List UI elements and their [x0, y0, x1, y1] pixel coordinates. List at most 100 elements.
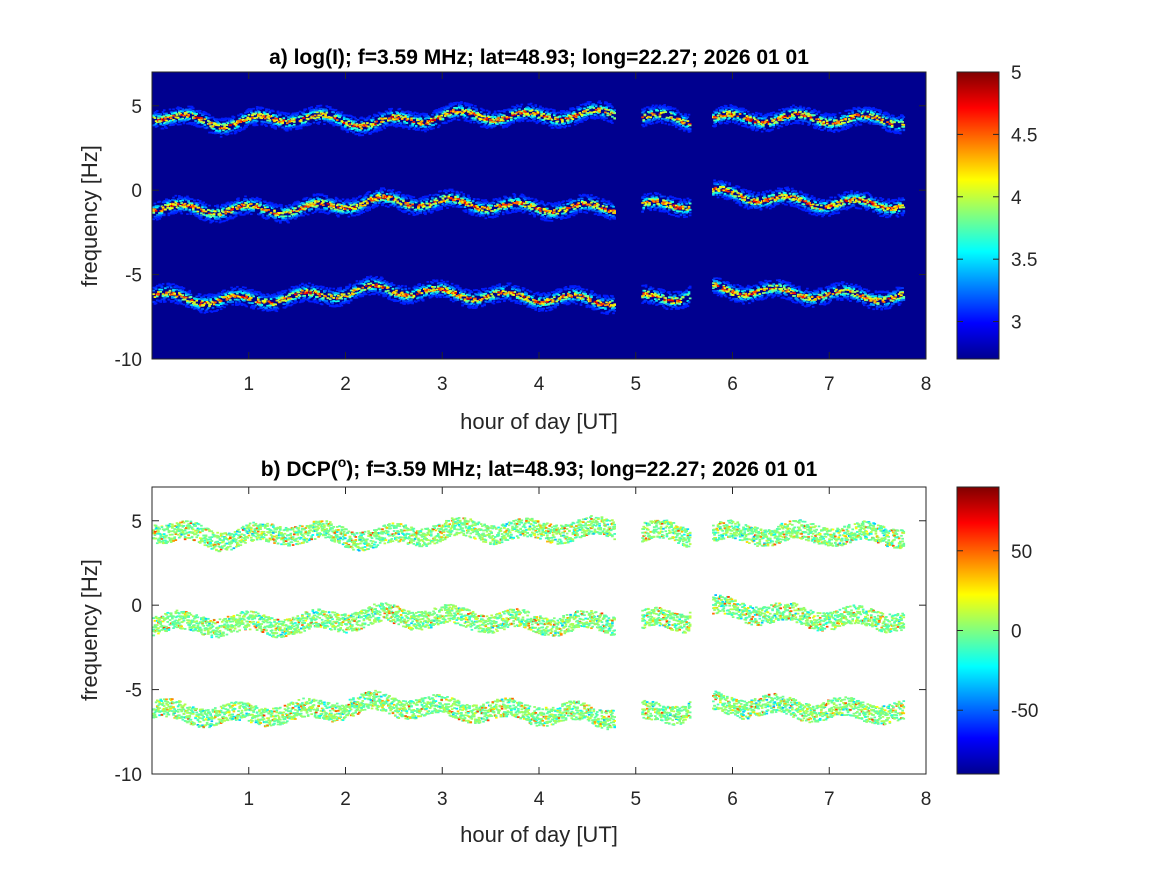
- band-cell: [479, 122, 482, 124]
- band-cell: [803, 107, 806, 109]
- band-cell: [613, 109, 616, 111]
- band-cell: [481, 115, 484, 117]
- band-cell: [524, 208, 527, 210]
- band-cell: [460, 206, 463, 208]
- band-cell: [668, 123, 671, 125]
- band-cell: [177, 124, 180, 126]
- band-cell: [530, 103, 533, 105]
- band-cell: [410, 115, 413, 117]
- band-cell: [529, 198, 532, 200]
- band-cell: [256, 120, 259, 122]
- band-cell: [426, 203, 429, 205]
- band-cell: [883, 123, 886, 125]
- band-cell: [487, 212, 490, 214]
- band-cell: [482, 110, 485, 112]
- band-cell: [754, 122, 757, 124]
- band-cell: [179, 200, 182, 202]
- band-cell: [285, 125, 288, 127]
- band-cell: [247, 118, 250, 120]
- band-cell: [360, 131, 363, 133]
- band-cell: [461, 107, 464, 109]
- band-cell: [407, 116, 410, 118]
- band-cell: [316, 110, 319, 112]
- band-cell: [306, 124, 309, 126]
- band-cell: [750, 119, 753, 121]
- band-cell: [436, 207, 439, 209]
- band-cell: [368, 207, 371, 209]
- band-cell: [154, 203, 157, 205]
- band-cell: [172, 197, 175, 199]
- band-cell: [581, 207, 584, 209]
- band-cell: [382, 126, 385, 128]
- band-cell: [292, 116, 295, 118]
- band-cell: [723, 107, 726, 109]
- band-cell: [486, 119, 489, 121]
- band-cell: [408, 128, 411, 130]
- band-cell: [474, 105, 477, 107]
- band-cell: [349, 208, 352, 210]
- band-cell: [314, 111, 317, 113]
- band-cell: [260, 211, 263, 213]
- band-cell: [278, 126, 281, 128]
- band-cell: [184, 203, 187, 205]
- band-cell: [524, 206, 527, 208]
- band-cell: [563, 115, 566, 117]
- band-cell: [478, 204, 481, 206]
- band-cell: [594, 208, 597, 210]
- band-cell: [529, 210, 532, 212]
- band-cell: [687, 116, 690, 118]
- band-cell: [214, 210, 217, 212]
- band-cell: [283, 215, 286, 217]
- band-cell: [727, 107, 730, 109]
- band-cell: [509, 212, 512, 214]
- band-cell: [240, 127, 243, 129]
- band-cell: [323, 123, 326, 125]
- band-cell: [409, 205, 412, 207]
- band-cell: [284, 209, 287, 211]
- band-cell: [305, 121, 308, 123]
- band-cell: [352, 208, 355, 210]
- band-cell: [792, 115, 795, 117]
- band-cell: [532, 112, 535, 114]
- band-cell: [857, 114, 860, 116]
- band-cell: [540, 115, 543, 117]
- band-cell: [319, 198, 322, 200]
- band-cell: [533, 118, 536, 120]
- band-cell: [767, 121, 770, 123]
- band-cell: [844, 118, 847, 120]
- band-cell: [342, 212, 345, 214]
- band-cell: [594, 111, 597, 113]
- band-cell: [800, 116, 803, 118]
- band-cell: [517, 198, 520, 200]
- band-cell: [312, 115, 315, 117]
- band-cell: [769, 125, 772, 127]
- band-cell: [560, 206, 563, 208]
- band-cell: [575, 120, 578, 122]
- band-cell: [400, 203, 403, 205]
- band-cell: [407, 118, 410, 120]
- band-cell: [183, 109, 186, 111]
- band-cell: [399, 192, 402, 194]
- band-cell: [580, 211, 583, 213]
- band-cell: [876, 115, 879, 117]
- band-cell: [586, 208, 589, 210]
- band-cell: [176, 200, 179, 202]
- band-cell: [487, 126, 490, 128]
- band-cell: [339, 123, 342, 125]
- band-cell: [868, 119, 871, 121]
- band-cell: [322, 204, 325, 206]
- band-cell: [890, 131, 893, 133]
- band-cell: [483, 207, 486, 209]
- band-cell: [325, 195, 328, 197]
- band-cell: [774, 117, 777, 119]
- band-cell: [227, 122, 230, 124]
- band-cell: [536, 200, 539, 202]
- band-cell: [552, 205, 555, 207]
- band-cell: [480, 202, 483, 204]
- band-cell: [356, 128, 359, 130]
- band-cell: [353, 215, 356, 217]
- band-cell: [458, 205, 461, 207]
- band-cell: [574, 208, 577, 210]
- band-cell: [357, 201, 360, 203]
- band-cell: [243, 207, 246, 209]
